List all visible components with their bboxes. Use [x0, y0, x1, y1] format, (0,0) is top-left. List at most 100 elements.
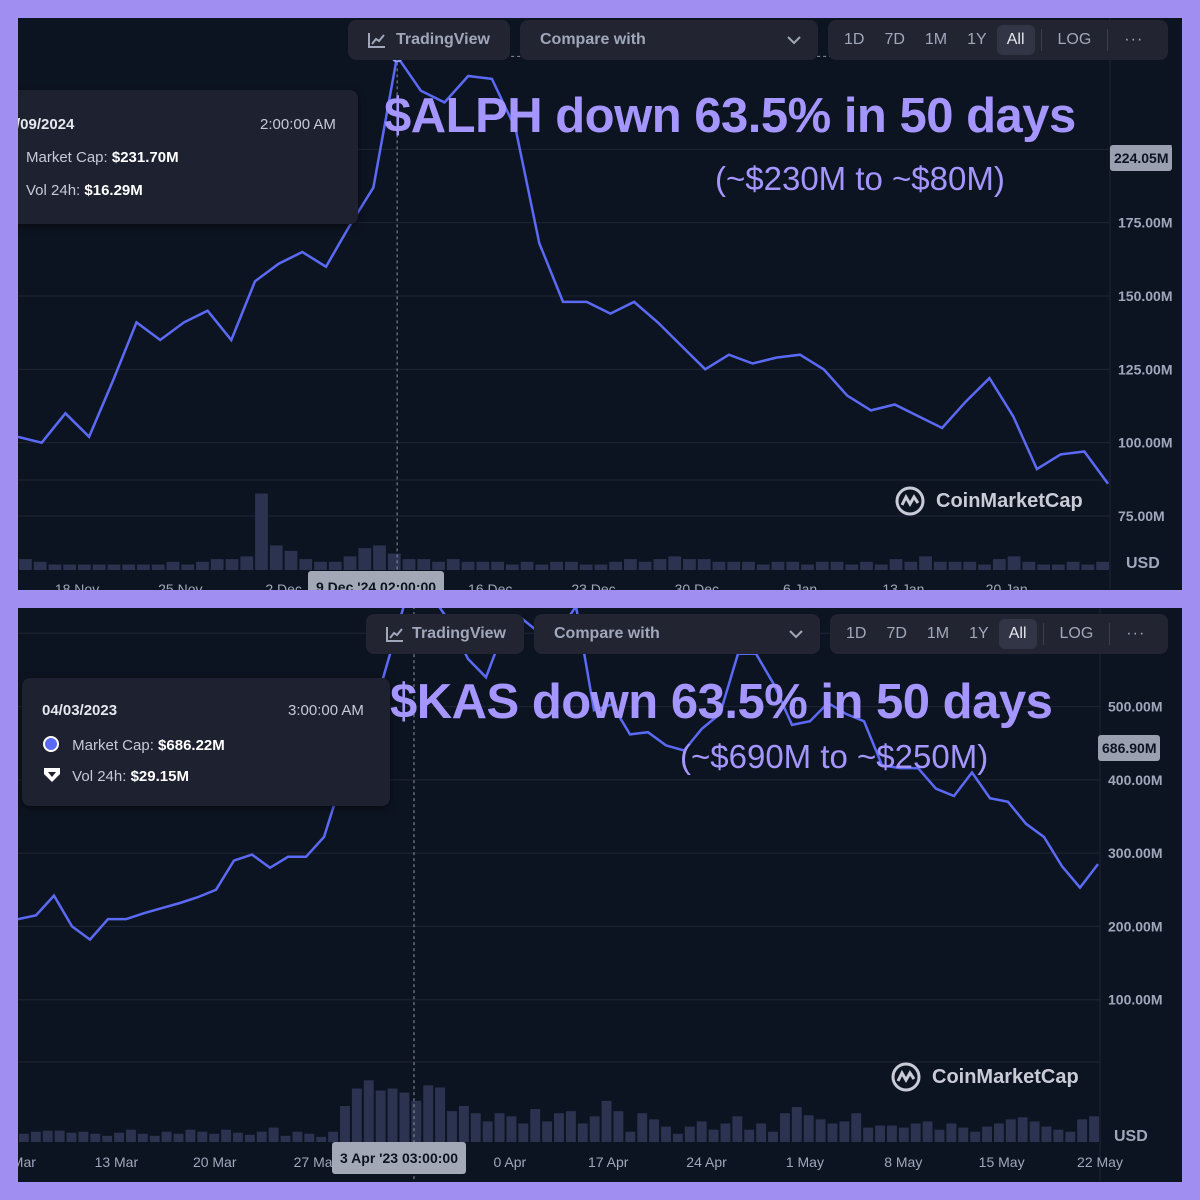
volume-bar [233, 1132, 243, 1142]
range-7d-button[interactable]: 7D [886, 625, 907, 642]
volume-bar [958, 1127, 969, 1142]
tooltip-date: /09/2024 [18, 116, 75, 133]
range-1y-button[interactable]: 1Y [969, 625, 989, 642]
volume-bar [1051, 564, 1065, 570]
volume-bar [860, 561, 873, 570]
alph-crosshair-date-tag: 9 Dec '24 02:00:00 [308, 571, 445, 590]
range-1y-button[interactable]: 1Y [967, 31, 987, 48]
kas-chart-toolbar: TradingView Compare with 1D 7D 1M 1Y All… [366, 614, 1168, 654]
range-7d-button[interactable]: 7D [884, 31, 905, 48]
volume-bar [33, 561, 47, 570]
range-all-button[interactable]: All [998, 619, 1037, 649]
x-tick-label: 13 Jan [882, 581, 924, 590]
volume-bar [92, 564, 106, 570]
volume-bar [684, 1126, 695, 1142]
volume-bar [126, 1129, 136, 1142]
kas-chart-panel: 100.00M200.00M300.00M400.00M500.00M600.0… [18, 608, 1182, 1182]
x-tick-label: 6 Mar [18, 1154, 36, 1170]
volume-bar [910, 1123, 921, 1142]
volume-bar [1066, 561, 1080, 570]
volume-shield-icon [44, 768, 60, 782]
kas-crosshair-date-tag: 3 Apr '23 03:00:00 [332, 1142, 466, 1174]
kas-headline: $KAS down 63.5% in 50 days [390, 675, 1053, 729]
y-tick-label: 125.00M [1118, 361, 1172, 377]
market-cap-label: Market Cap: [72, 737, 154, 754]
volume-bar [351, 1088, 362, 1142]
volume-bar [137, 1133, 148, 1142]
volume-bar [432, 561, 445, 570]
alph-chart-panel: 75.00M100.00M125.00M150.00M175.00M200.00… [18, 18, 1182, 590]
volume-bar [1096, 561, 1109, 570]
volume-bar [280, 1135, 291, 1142]
volume-bar [886, 1125, 897, 1142]
volume-bar [535, 564, 549, 570]
toolbar-divider [1040, 29, 1042, 51]
tooltip-volume: Vol 24h: $16.29M [26, 182, 143, 199]
volume-bar [42, 1130, 53, 1142]
volume-bar [624, 559, 637, 570]
volume-bar [268, 1127, 279, 1142]
volume-bar [815, 561, 829, 570]
volume-bar [720, 1123, 731, 1142]
volume-bar [387, 553, 401, 570]
volume-bar [340, 1106, 350, 1142]
volume-bar [933, 561, 947, 570]
volume-bar [328, 561, 342, 570]
range-1m-button[interactable]: 1M [924, 31, 948, 48]
volume-bar [387, 1088, 398, 1142]
more-options-icon[interactable]: ··· [1126, 625, 1146, 642]
volume-bar [993, 1123, 1004, 1142]
volume-bar [197, 1131, 208, 1142]
volume-bar [697, 559, 711, 570]
volume-bar [255, 493, 268, 570]
x-tick-label: 1 May [786, 1154, 824, 1170]
volume-bar [149, 1135, 160, 1142]
alph-hover-tooltip: /09/2024 2:00:00 AM Market Cap: $231.70M… [18, 90, 358, 224]
volume-bar [256, 1131, 267, 1142]
volume-bar [314, 561, 327, 570]
more-options-icon[interactable]: ··· [1124, 31, 1144, 48]
volume-bar [482, 1121, 493, 1142]
volume-bar [423, 1085, 434, 1142]
volume-bar [491, 561, 504, 570]
x-tick-label: 24 Apr [686, 1154, 727, 1170]
volume-bar [1053, 1129, 1064, 1142]
volume-bar [815, 1119, 826, 1142]
compare-with-label: Compare with [540, 31, 646, 48]
y-tick-label: 150.00M [1118, 288, 1172, 304]
log-scale-button[interactable]: LOG [1059, 625, 1094, 642]
x-tick-label: 8 May [884, 1154, 922, 1170]
volume-bar [922, 1121, 933, 1142]
volume-bar [668, 556, 682, 570]
log-scale-button[interactable]: LOG [1057, 31, 1092, 48]
tooltip-market-cap: Market Cap: $231.70M [26, 149, 179, 166]
x-tick-label: 16 Dec [468, 581, 512, 590]
range-1m-button[interactable]: 1M [926, 625, 950, 642]
compare-with-dropdown[interactable]: Compare with [534, 614, 820, 654]
market-cap-dot-icon [43, 736, 59, 752]
volume-bar [161, 1131, 172, 1142]
alph-y-axis: 75.00M100.00M125.00M150.00M175.00M200.00… [1118, 141, 1172, 524]
volume-bar [185, 1129, 196, 1142]
alph-current-price-tag: 224.05M [1110, 145, 1173, 171]
volume-label: Vol 24h: [26, 182, 81, 199]
range-all-button[interactable]: All [996, 25, 1035, 55]
compare-with-dropdown[interactable]: Compare with [520, 20, 818, 60]
volume-bar [768, 1131, 778, 1142]
volume-bar [827, 1123, 838, 1142]
tradingview-button[interactable]: TradingView [348, 20, 510, 60]
range-1d-button[interactable]: 1D [844, 31, 865, 48]
volume-bar [756, 564, 770, 570]
volume-bar [411, 1100, 422, 1142]
volume-bar [402, 559, 416, 570]
x-tick-label: 30 Dec [675, 581, 719, 590]
volume-bar [1081, 564, 1095, 570]
volume-bar [625, 1131, 636, 1142]
tradingview-button[interactable]: TradingView [366, 614, 524, 654]
chart-line-icon [386, 627, 403, 642]
y-tick-label: 75.00M [1118, 508, 1165, 524]
volume-bar [196, 561, 209, 570]
x-tick-label: 13 Mar [95, 1154, 139, 1170]
volume-value: $16.29M [84, 182, 143, 199]
range-1d-button[interactable]: 1D [846, 625, 867, 642]
